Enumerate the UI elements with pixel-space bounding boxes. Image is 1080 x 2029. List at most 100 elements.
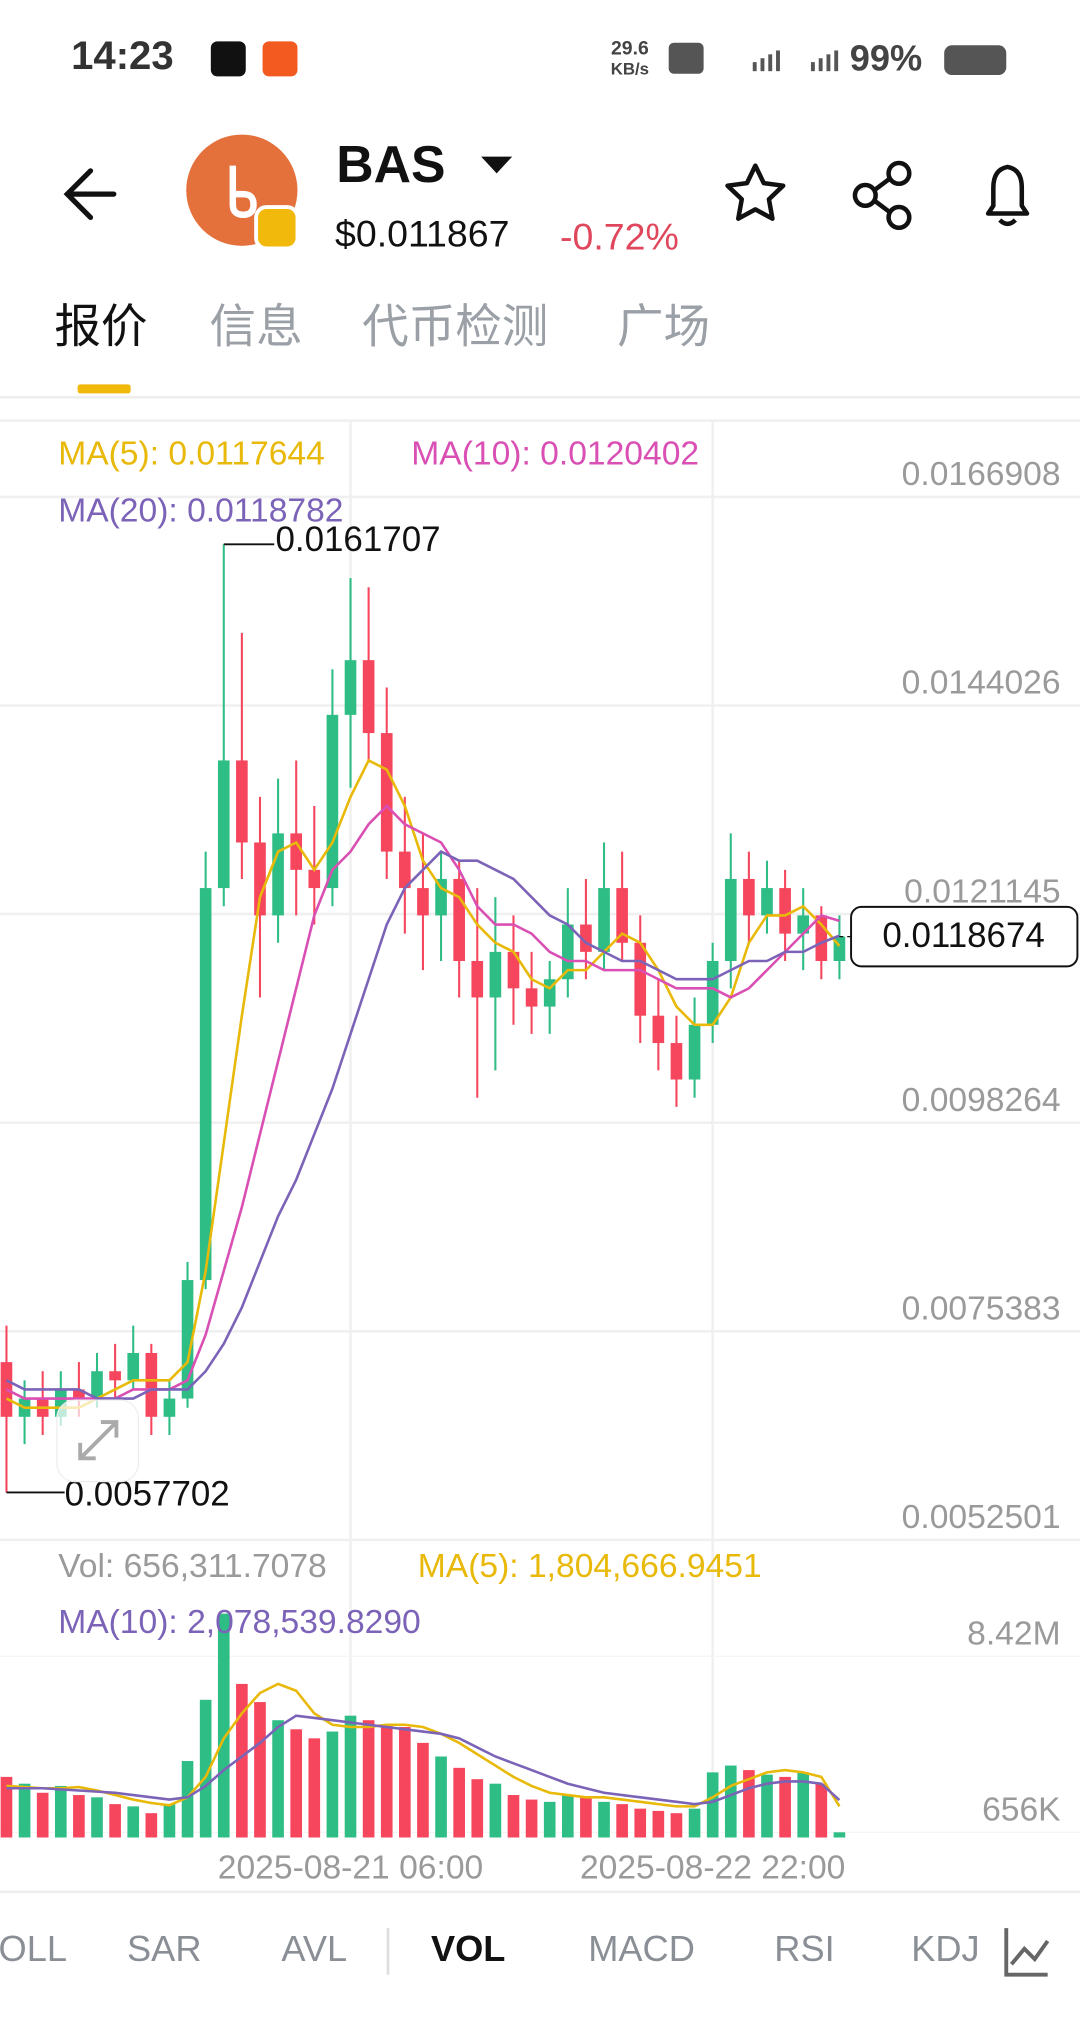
token-price: $0.011867 bbox=[335, 213, 509, 255]
candle-body bbox=[670, 1043, 683, 1080]
candle-body bbox=[236, 760, 248, 843]
candle-body bbox=[181, 1280, 194, 1399]
volume-bar bbox=[362, 1720, 375, 1838]
high-marker: 0.0161707 bbox=[275, 520, 440, 559]
status-time: 14:23 bbox=[71, 34, 174, 78]
volume-bar bbox=[127, 1806, 140, 1838]
indicator-tab[interactable]: KDJ bbox=[911, 1928, 979, 1969]
volume-bar bbox=[543, 1801, 556, 1838]
favorite-button[interactable] bbox=[725, 163, 786, 221]
volume-bar bbox=[417, 1742, 429, 1838]
volume-bar bbox=[344, 1715, 357, 1838]
volume-bar bbox=[380, 1724, 393, 1838]
volume-bar bbox=[254, 1702, 266, 1838]
chain-badge bbox=[254, 205, 300, 251]
candle-body bbox=[417, 888, 429, 916]
candle-body bbox=[652, 1015, 665, 1044]
price-change: -0.72% bbox=[560, 215, 679, 257]
volume-bar bbox=[163, 1804, 176, 1838]
candle-body bbox=[308, 869, 321, 889]
back-button[interactable] bbox=[63, 168, 117, 220]
volume-bar bbox=[272, 1720, 284, 1838]
candle-body bbox=[815, 915, 828, 961]
tab[interactable]: 信息 bbox=[210, 300, 303, 352]
y-tick-label: 0.0121145 bbox=[904, 873, 1060, 910]
alert-button[interactable] bbox=[985, 164, 1030, 227]
volume-bar bbox=[489, 1783, 502, 1838]
app-icon bbox=[262, 41, 298, 77]
candle-body bbox=[507, 951, 520, 989]
y-tick-label: 0.0144026 bbox=[902, 665, 1061, 702]
volume-bar bbox=[217, 1613, 230, 1838]
token-logo-glyph bbox=[229, 165, 257, 219]
legend-entry: MA(10): 0.0120402 bbox=[411, 435, 699, 472]
indicator-tab[interactable]: SAR bbox=[127, 1928, 201, 1969]
volume-bar bbox=[706, 1772, 719, 1838]
candle-body bbox=[525, 988, 538, 1007]
candle-body bbox=[399, 851, 411, 889]
symbol-dropdown[interactable] bbox=[481, 156, 513, 174]
y-tick-label: 0.0098264 bbox=[902, 1082, 1061, 1119]
volume-bar bbox=[797, 1772, 810, 1838]
candle-body bbox=[779, 888, 791, 934]
volume-bar bbox=[724, 1765, 737, 1838]
ma-line bbox=[5, 758, 841, 1409]
volume-bar bbox=[199, 1699, 212, 1838]
tab[interactable]: 报价 bbox=[54, 300, 147, 352]
volume-bar bbox=[761, 1774, 773, 1838]
signal-icon bbox=[752, 50, 839, 72]
hd-icon bbox=[668, 42, 704, 74]
y-tick-label: 0.0052501 bbox=[902, 1499, 1061, 1536]
legend-entry: MA(10): 2,078,539.8290 bbox=[58, 1604, 421, 1641]
volume-bar bbox=[91, 1797, 103, 1838]
indicator-tab[interactable]: VOL bbox=[431, 1928, 505, 1969]
candle-body bbox=[616, 888, 628, 943]
volume-bar bbox=[18, 1783, 31, 1838]
candle-body bbox=[543, 979, 556, 1007]
candle-body bbox=[145, 1352, 158, 1417]
candle-body bbox=[761, 888, 773, 916]
indicator-tab[interactable]: BOLL bbox=[0, 1928, 67, 1969]
expand-button[interactable] bbox=[56, 1399, 140, 1483]
candle-body bbox=[54, 1389, 67, 1417]
candle-body bbox=[580, 924, 592, 952]
volume-bar bbox=[453, 1767, 465, 1838]
token-symbol[interactable]: BAS bbox=[336, 135, 445, 193]
candle-body bbox=[326, 714, 339, 889]
chart-settings[interactable] bbox=[1004, 1928, 1050, 1977]
indicator-tab[interactable]: RSI bbox=[774, 1928, 834, 1969]
candle-body bbox=[706, 960, 719, 1025]
volume-bar bbox=[36, 1792, 49, 1838]
x-tick-label: 2025-08-22 22:00 bbox=[580, 1850, 845, 1887]
volume-bar bbox=[181, 1761, 194, 1838]
volume-bar bbox=[688, 1808, 701, 1838]
candle-body bbox=[724, 878, 737, 961]
last-price: 0.0118674 bbox=[882, 916, 1044, 955]
volume-bar bbox=[616, 1804, 628, 1838]
candle-body bbox=[833, 936, 846, 961]
y-tick-label: 0.0166908 bbox=[902, 456, 1061, 493]
volume-bar bbox=[580, 1797, 592, 1838]
candle-body bbox=[797, 915, 810, 934]
indicator-tab[interactable]: AVL bbox=[281, 1928, 347, 1969]
volume-bar bbox=[326, 1731, 339, 1838]
legend-entry: MA(5): 0.0117644 bbox=[58, 435, 325, 472]
legend-entry: MA(5): 1,804,666.9451 bbox=[418, 1548, 762, 1585]
volume-ma-line bbox=[6, 1714, 841, 1806]
battery-level: 99% bbox=[850, 37, 922, 78]
candle-body bbox=[561, 924, 574, 980]
tab[interactable]: 代币检测 bbox=[362, 300, 548, 352]
tab[interactable]: 广场 bbox=[617, 300, 710, 352]
tab-bar: 报价 信息 代币检测 广场 bbox=[54, 300, 710, 352]
candle-body bbox=[163, 1398, 176, 1417]
volume-bar bbox=[399, 1727, 411, 1838]
share-button[interactable] bbox=[852, 160, 912, 231]
indicator-tab[interactable]: MACD bbox=[588, 1928, 695, 1969]
candle-body bbox=[380, 733, 393, 852]
x-tick-label: 2025-08-21 06:00 bbox=[218, 1850, 483, 1887]
legend-entry: Vol: 656,311.7078 bbox=[58, 1548, 327, 1585]
volume-bar bbox=[290, 1729, 303, 1838]
app-icon bbox=[210, 41, 246, 77]
